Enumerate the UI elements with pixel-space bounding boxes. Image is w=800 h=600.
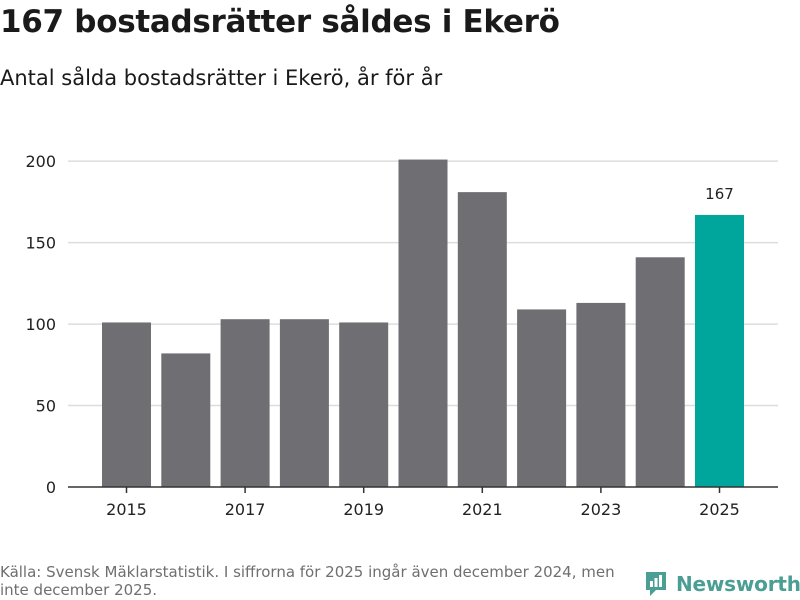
- x-tick-label: 2021: [462, 500, 503, 519]
- y-tick-label: 0: [46, 478, 56, 497]
- bars: [102, 159, 744, 487]
- chart-subtitle: Antal sålda bostadsrätter i Ekerö, år fö…: [0, 66, 443, 90]
- newsworthy-logo-icon: [646, 572, 666, 596]
- bar-2015: [102, 322, 151, 487]
- y-tick-label: 200: [25, 152, 56, 171]
- x-tick-label: 2023: [581, 500, 622, 519]
- labels: 0 50 100 150 200 167 2015 2017 2019 2021 2023 2025: [25, 152, 739, 519]
- x-tick-label: 2017: [225, 500, 266, 519]
- bar-2022: [517, 309, 567, 487]
- x-tick-label: 2025: [699, 500, 740, 519]
- brand-name: Newsworthy: [676, 572, 800, 596]
- y-tick-label: 100: [25, 315, 56, 334]
- bar-2021: [457, 192, 507, 487]
- brand-logo: Newsworthy: [644, 569, 800, 599]
- bar-2024: [635, 257, 685, 487]
- bar-2020: [398, 159, 448, 487]
- source-note: Källa: Svensk Mäklarstatistik. I siffror…: [0, 563, 615, 599]
- data-label-2025: 167: [705, 185, 734, 203]
- bar-2016: [161, 353, 211, 487]
- bar-2019: [339, 322, 389, 487]
- x-tick-label: 2015: [106, 500, 147, 519]
- y-tick-label: 50: [36, 397, 56, 416]
- axes: [68, 486, 778, 493]
- x-tick-label: 2019: [343, 500, 384, 519]
- bar-2023: [576, 302, 626, 487]
- chart-title: 167 bostadsrätter såldes i Ekerö: [0, 4, 560, 40]
- y-tick-label: 150: [25, 234, 56, 253]
- bar-2017: [220, 319, 270, 487]
- bar-chart: 0 50 100 150 200 167 2015 2017 2019 2021 2023 2025: [25, 152, 778, 519]
- bar-2018: [279, 319, 329, 487]
- bar-2025: [695, 214, 744, 487]
